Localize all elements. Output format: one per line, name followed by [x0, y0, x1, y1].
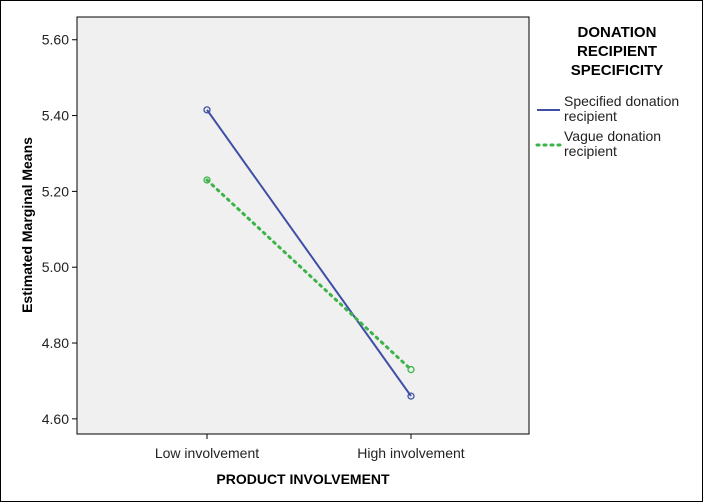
legend-label: recipient — [564, 143, 617, 159]
y-tick-label: 5.40 — [42, 108, 69, 124]
y-axis-title: Estimated Marginal Means — [19, 137, 35, 313]
legend-title-line: DONATION — [578, 24, 657, 41]
y-tick-label: 5.60 — [42, 32, 69, 48]
y-axis-ticks: 4.60 4.80 5.00 5.20 5.40 5.60 — [42, 32, 77, 427]
legend-label: Specified donation — [564, 93, 679, 109]
x-axis-ticks: Low involvement High involvement — [155, 434, 465, 461]
legend-title-line: RECIPIENT — [577, 43, 657, 60]
plot-area — [76, 16, 530, 435]
legend-title-line: SPECIFICITY — [571, 62, 664, 79]
series-lines — [203, 106, 415, 400]
series-line-2 — [205, 178, 413, 372]
legend-label: recipient — [564, 108, 617, 124]
data-point-marker — [407, 392, 415, 400]
data-point-marker — [203, 176, 211, 184]
y-tick-label: 4.60 — [42, 411, 69, 427]
y-tick-label: 5.00 — [42, 259, 69, 275]
y-tick-label: 4.80 — [42, 335, 69, 351]
x-tick-label: Low involvement — [155, 445, 259, 461]
data-point-marker — [407, 365, 415, 374]
x-tick-label: High involvement — [357, 445, 464, 461]
y-tick-label: 5.20 — [42, 183, 69, 199]
legend-label: Vague donation — [564, 128, 661, 144]
data-point-marker — [203, 106, 211, 114]
x-axis-title: PRODUCT INVOLVEMENT — [216, 471, 390, 487]
legend: DONATION RECIPIENT SPECIFICITY Specified do… — [535, 24, 679, 159]
series-line-1 — [206, 109, 412, 397]
